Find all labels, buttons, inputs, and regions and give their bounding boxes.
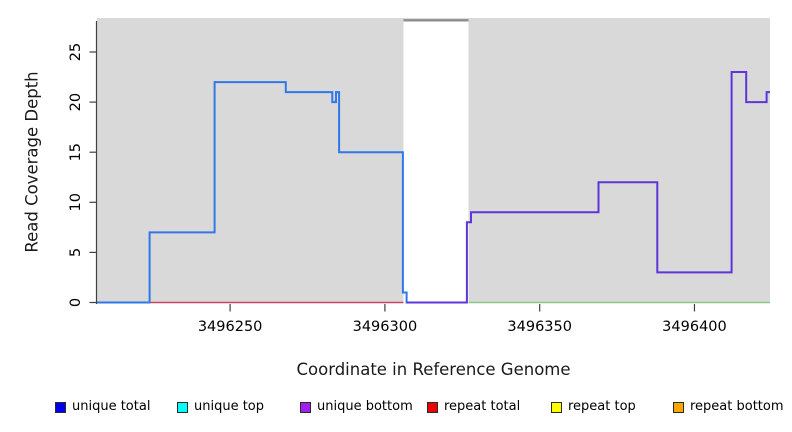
coverage-gap-region — [403, 21, 469, 303]
legend: unique total unique top unique bottom repea… — [0, 398, 792, 420]
legend-swatch-repeat-bottom — [673, 402, 684, 413]
y-axis-title: Read Coverage Depth — [22, 71, 42, 253]
x-tick-label: 3496250 — [198, 319, 263, 335]
legend-swatch-repeat-total — [427, 402, 438, 413]
legend-label: repeat total — [444, 399, 521, 414]
legend-label: unique top — [194, 399, 265, 414]
legend-swatch-unique-bottom — [300, 402, 311, 413]
y-tick-label: 0 — [68, 298, 84, 307]
legend-label: repeat top — [568, 399, 636, 414]
series-line-unique-bottom — [406, 71, 770, 304]
legend-label: repeat bottom — [690, 399, 784, 414]
legend-swatch-unique-total — [55, 402, 66, 413]
x-tick-label: 3496400 — [662, 319, 727, 335]
x-axis-title: Coordinate in Reference Genome — [296, 360, 571, 379]
series-line-unique-total — [97, 81, 409, 304]
y-tick-label: 15 — [68, 143, 84, 161]
y-tick-label: 25 — [68, 43, 84, 61]
y-tick-label: 20 — [68, 93, 84, 111]
legend-swatch-repeat-top — [551, 402, 562, 413]
y-tick-label: 10 — [68, 193, 84, 211]
legend-label: unique total — [72, 399, 151, 414]
legend-swatch-unique-top — [177, 402, 188, 413]
x-tick-label: 3496350 — [507, 319, 572, 335]
x-tick-label: 3496300 — [353, 319, 418, 335]
legend-label: unique bottom — [317, 399, 413, 414]
y-tick-label: 5 — [68, 248, 84, 257]
